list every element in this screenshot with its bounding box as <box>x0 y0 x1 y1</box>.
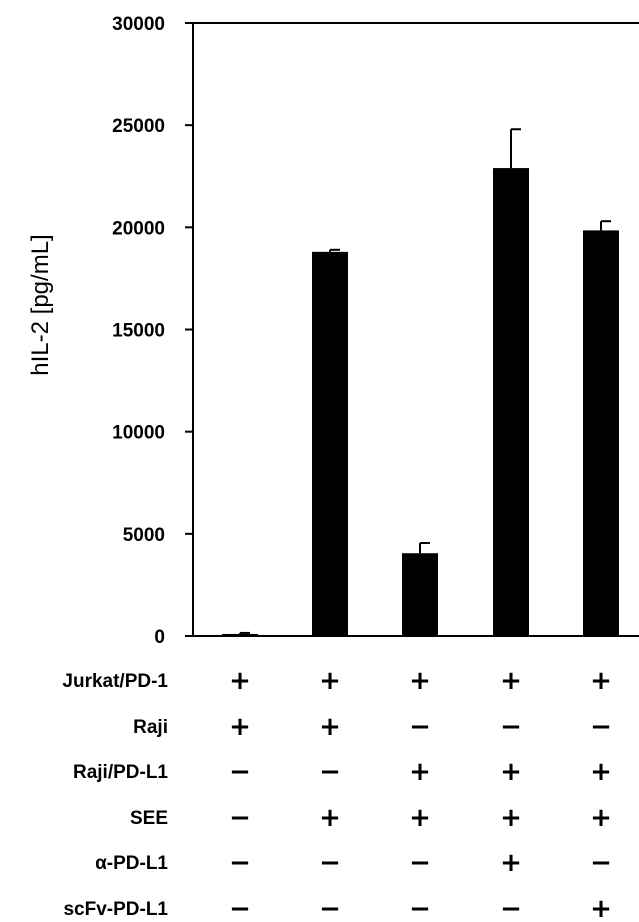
condition-label: SEE <box>130 808 168 829</box>
bar <box>493 168 529 636</box>
y-tick-label: 15000 <box>112 321 165 342</box>
error-bar <box>239 631 250 634</box>
y-tick-label: 30000 <box>112 14 165 35</box>
condition-table: Jurkat/PD-1 + + + + + Raji + + − − − Raji/PD-L1 − − + + +… <box>62 666 612 922</box>
condition-label: scFv-PD-L1 <box>63 899 168 920</box>
plus-sign: + <box>590 757 612 787</box>
minus-sign: − <box>229 894 251 922</box>
condition-label: Jurkat/PD-1 <box>62 671 168 692</box>
plus-sign: + <box>409 803 431 833</box>
bar <box>583 230 619 637</box>
minus-sign: − <box>319 848 341 878</box>
bar <box>222 633 258 636</box>
plus-sign: + <box>229 712 251 742</box>
minus-sign: − <box>319 757 341 787</box>
y-axis <box>185 22 639 637</box>
y-tick-label: 20000 <box>112 218 165 239</box>
minus-sign: − <box>319 894 341 922</box>
error-bar <box>329 248 340 252</box>
bars <box>222 168 619 637</box>
minus-sign: − <box>409 848 431 878</box>
error-bar <box>600 220 611 231</box>
condition-row: Raji/PD-L1 − − + + + <box>73 757 612 787</box>
plus-sign: + <box>500 666 522 696</box>
plus-sign: + <box>319 666 341 696</box>
plus-sign: + <box>409 757 431 787</box>
minus-sign: − <box>229 848 251 878</box>
plus-sign: + <box>590 894 612 922</box>
plus-sign: + <box>319 803 341 833</box>
condition-label: α-PD-L1 <box>95 853 168 874</box>
plus-sign: + <box>409 666 431 696</box>
y-axis-label: hIL-2 [pg/mL] <box>27 234 54 375</box>
bar <box>402 553 438 636</box>
error-bars <box>239 128 611 634</box>
y-tick-label: 0 <box>154 627 165 648</box>
plus-sign: + <box>590 803 612 833</box>
condition-row: Raji + + − − − <box>133 712 612 742</box>
plus-sign: + <box>500 848 522 878</box>
minus-sign: − <box>590 712 612 742</box>
bar <box>312 251 348 636</box>
minus-sign: − <box>229 757 251 787</box>
plus-sign: + <box>319 712 341 742</box>
condition-row: Jurkat/PD-1 + + + + + <box>62 666 612 696</box>
condition-label: Raji <box>133 717 168 738</box>
minus-sign: − <box>409 894 431 922</box>
y-tick-labels: 0 5000 10000 15000 20000 25000 30000 <box>112 14 165 648</box>
minus-sign: − <box>590 848 612 878</box>
condition-row: scFv-PD-L1 − − − − + <box>63 894 611 922</box>
plus-sign: + <box>590 666 612 696</box>
condition-row: SEE − + + + + <box>130 803 612 833</box>
plus-sign: + <box>500 803 522 833</box>
error-bar <box>510 128 521 169</box>
condition-row: α-PD-L1 − − − + − <box>95 848 612 878</box>
condition-label: Raji/PD-L1 <box>73 762 168 783</box>
minus-sign: − <box>500 712 522 742</box>
minus-sign: − <box>409 712 431 742</box>
minus-sign: − <box>500 894 522 922</box>
error-bar <box>419 542 430 554</box>
minus-sign: − <box>229 803 251 833</box>
plus-sign: + <box>500 757 522 787</box>
y-tick-label: 5000 <box>123 525 165 546</box>
y-tick-label: 25000 <box>112 116 165 137</box>
y-tick-label: 10000 <box>112 423 165 444</box>
plus-sign: + <box>229 666 251 696</box>
